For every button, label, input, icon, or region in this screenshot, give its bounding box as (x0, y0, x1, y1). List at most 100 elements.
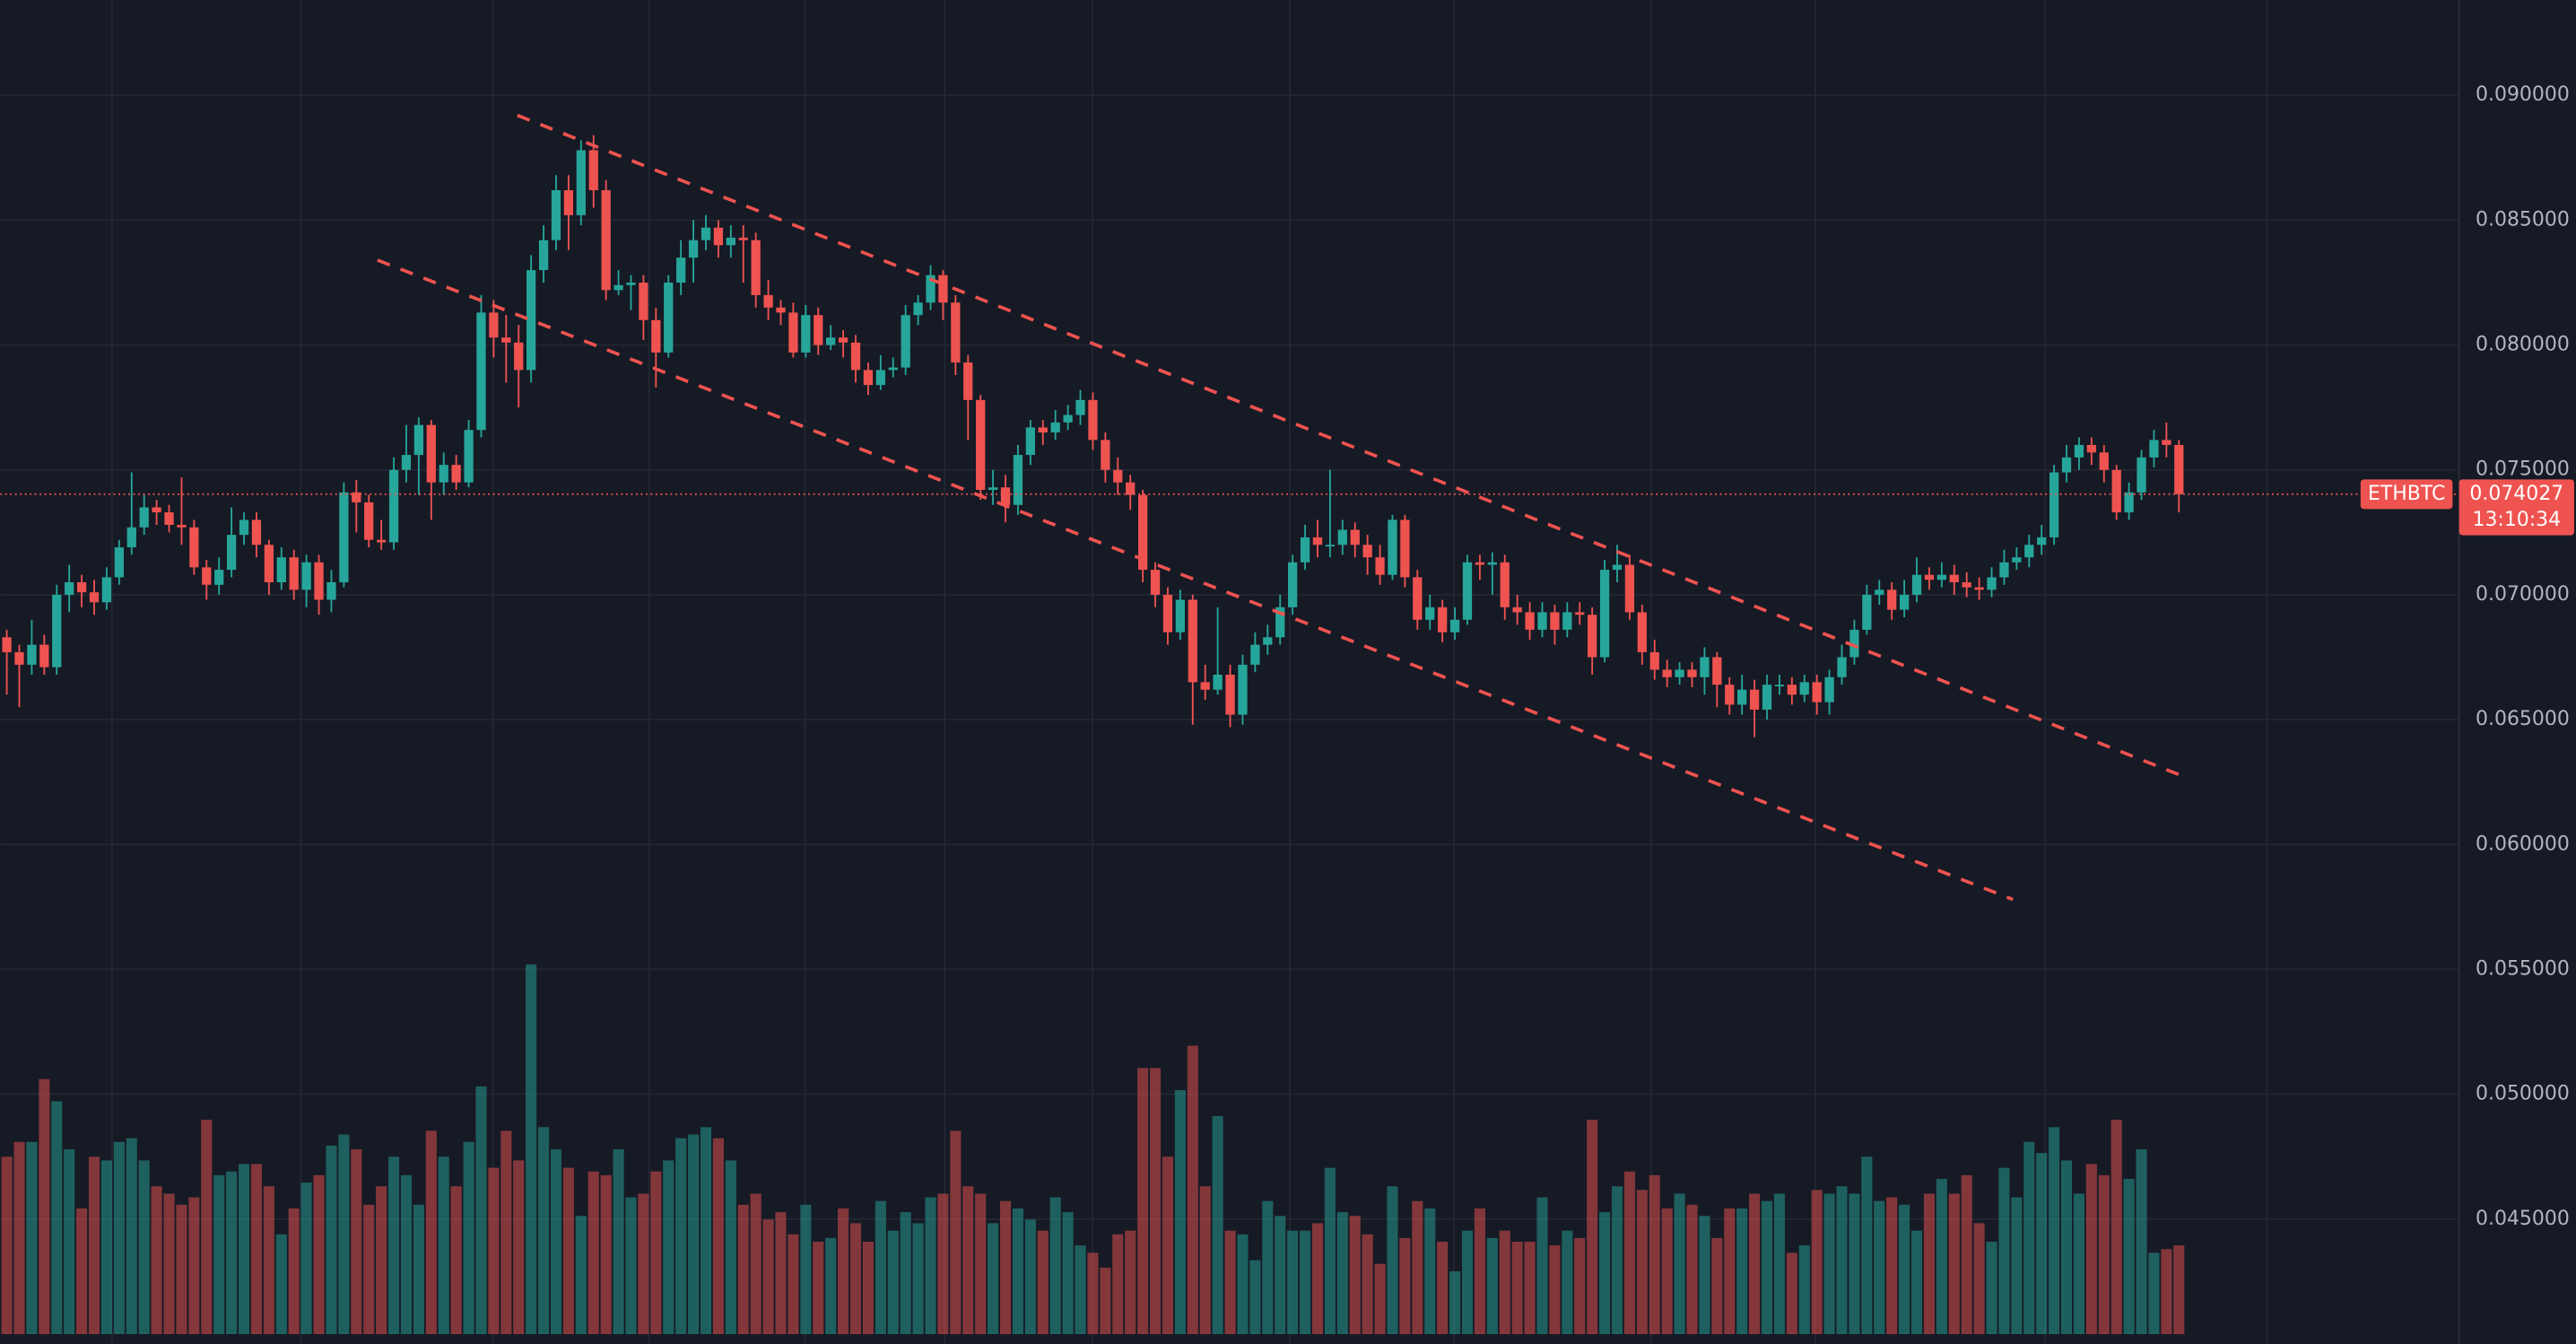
candle-body (76, 582, 87, 593)
volume-bar (1187, 1045, 1198, 1335)
candle-body (901, 315, 910, 368)
candle-body (1238, 664, 1248, 715)
candle-body (1787, 685, 1797, 695)
volume-bar (1587, 1120, 1598, 1335)
candle-body (326, 582, 336, 600)
volume-bar (1773, 1193, 1785, 1335)
volume-bar (575, 1216, 587, 1335)
candle-body (289, 557, 299, 590)
candle-body (1687, 669, 1697, 677)
volume-bar (1786, 1252, 1797, 1335)
volume-bar (712, 1138, 724, 1335)
volume-bar (1037, 1230, 1049, 1335)
volume-bar (1511, 1242, 1523, 1335)
candle-body (875, 370, 885, 386)
volume-bar (2161, 1249, 2172, 1335)
candle-body (1575, 612, 1585, 615)
volume-bar (2036, 1153, 2048, 1335)
volume-bar (226, 1171, 238, 1335)
volume-bar (400, 1174, 413, 1335)
y-tick-label: 0.080000 (2476, 334, 2570, 356)
candle-body (863, 370, 874, 386)
candle-body (888, 367, 898, 371)
volume-bar (838, 1208, 849, 1335)
volume-bar (1412, 1200, 1423, 1335)
volume-bar (925, 1197, 936, 1335)
volume-bar (88, 1156, 100, 1335)
candle-body (1250, 644, 1260, 665)
candle-body (1662, 669, 1672, 677)
candle-body (1588, 615, 1597, 658)
volume-bar (825, 1237, 837, 1335)
candle-body (1911, 574, 1922, 595)
candle-body (1637, 612, 1647, 652)
volume-bar (1849, 1193, 1860, 1335)
candle-body (2, 637, 12, 652)
candle-body (588, 150, 598, 190)
y-tick-label: 0.045000 (2476, 1208, 2570, 1230)
candle-body (826, 337, 836, 345)
candle-body (89, 592, 100, 603)
volume-bar (587, 1171, 599, 1335)
volume-bar (1574, 1237, 1586, 1335)
candle-body (1624, 564, 1635, 613)
volume-bar (1300, 1230, 1311, 1335)
trend-line (377, 258, 2014, 902)
volume-bar (263, 1186, 274, 1335)
volume-bar (13, 1141, 25, 1335)
candle-body (1599, 570, 1610, 658)
volume-bar (351, 1148, 362, 1335)
candle-body (838, 337, 849, 343)
candle-body (688, 240, 699, 258)
candle-body (413, 424, 424, 456)
volume-bar (1362, 1234, 1373, 1335)
volume-bar (1973, 1223, 1985, 1335)
candle-body (1200, 682, 1210, 690)
y-tick-label: 0.070000 (2476, 583, 2570, 606)
symbol-tag (2360, 479, 2453, 510)
candle-body (226, 535, 237, 571)
candle-body (1949, 574, 1959, 583)
volume-bar (962, 1186, 974, 1335)
volume-bar (1811, 1190, 1823, 1335)
candle-body (339, 492, 349, 583)
candle-body (501, 337, 511, 343)
candle-body (164, 512, 174, 525)
candle-body (264, 545, 274, 583)
candle-body (1288, 562, 1298, 607)
volume-bar (338, 1134, 350, 1335)
volume-bar (1399, 1237, 1411, 1335)
candle-body (1875, 589, 1884, 595)
candle-body (1137, 494, 1148, 571)
candle-body (1263, 637, 1273, 645)
volume-bar (562, 1167, 574, 1335)
candle-body (1400, 519, 1410, 578)
volume-bar (999, 1200, 1012, 1335)
candle-body (951, 302, 961, 363)
volume-bar (900, 1212, 911, 1335)
candle-body (1862, 594, 1872, 630)
candle-body (426, 424, 436, 483)
candle-body (1375, 557, 1385, 575)
volume-bar (213, 1174, 225, 1335)
candle-body (1462, 562, 1473, 620)
volume-bar (488, 1167, 500, 1335)
candle-body (464, 430, 474, 483)
candle-body (1225, 675, 1235, 715)
candle-body (2124, 492, 2134, 513)
candle-body (626, 282, 636, 285)
candle-body (14, 651, 24, 665)
candle-body (27, 644, 37, 665)
volume-bar (1936, 1178, 1947, 1335)
candle-body (301, 562, 311, 590)
candle-body (2024, 545, 2034, 558)
volume-bar (2073, 1193, 2084, 1335)
candle-body (1300, 537, 1310, 563)
volume-bar (463, 1141, 474, 1335)
candle-body (763, 294, 773, 308)
volume-bar (313, 1174, 325, 1335)
candle-body (1362, 545, 1372, 558)
candle-body (1213, 675, 1223, 690)
candle-body (1749, 689, 1760, 710)
